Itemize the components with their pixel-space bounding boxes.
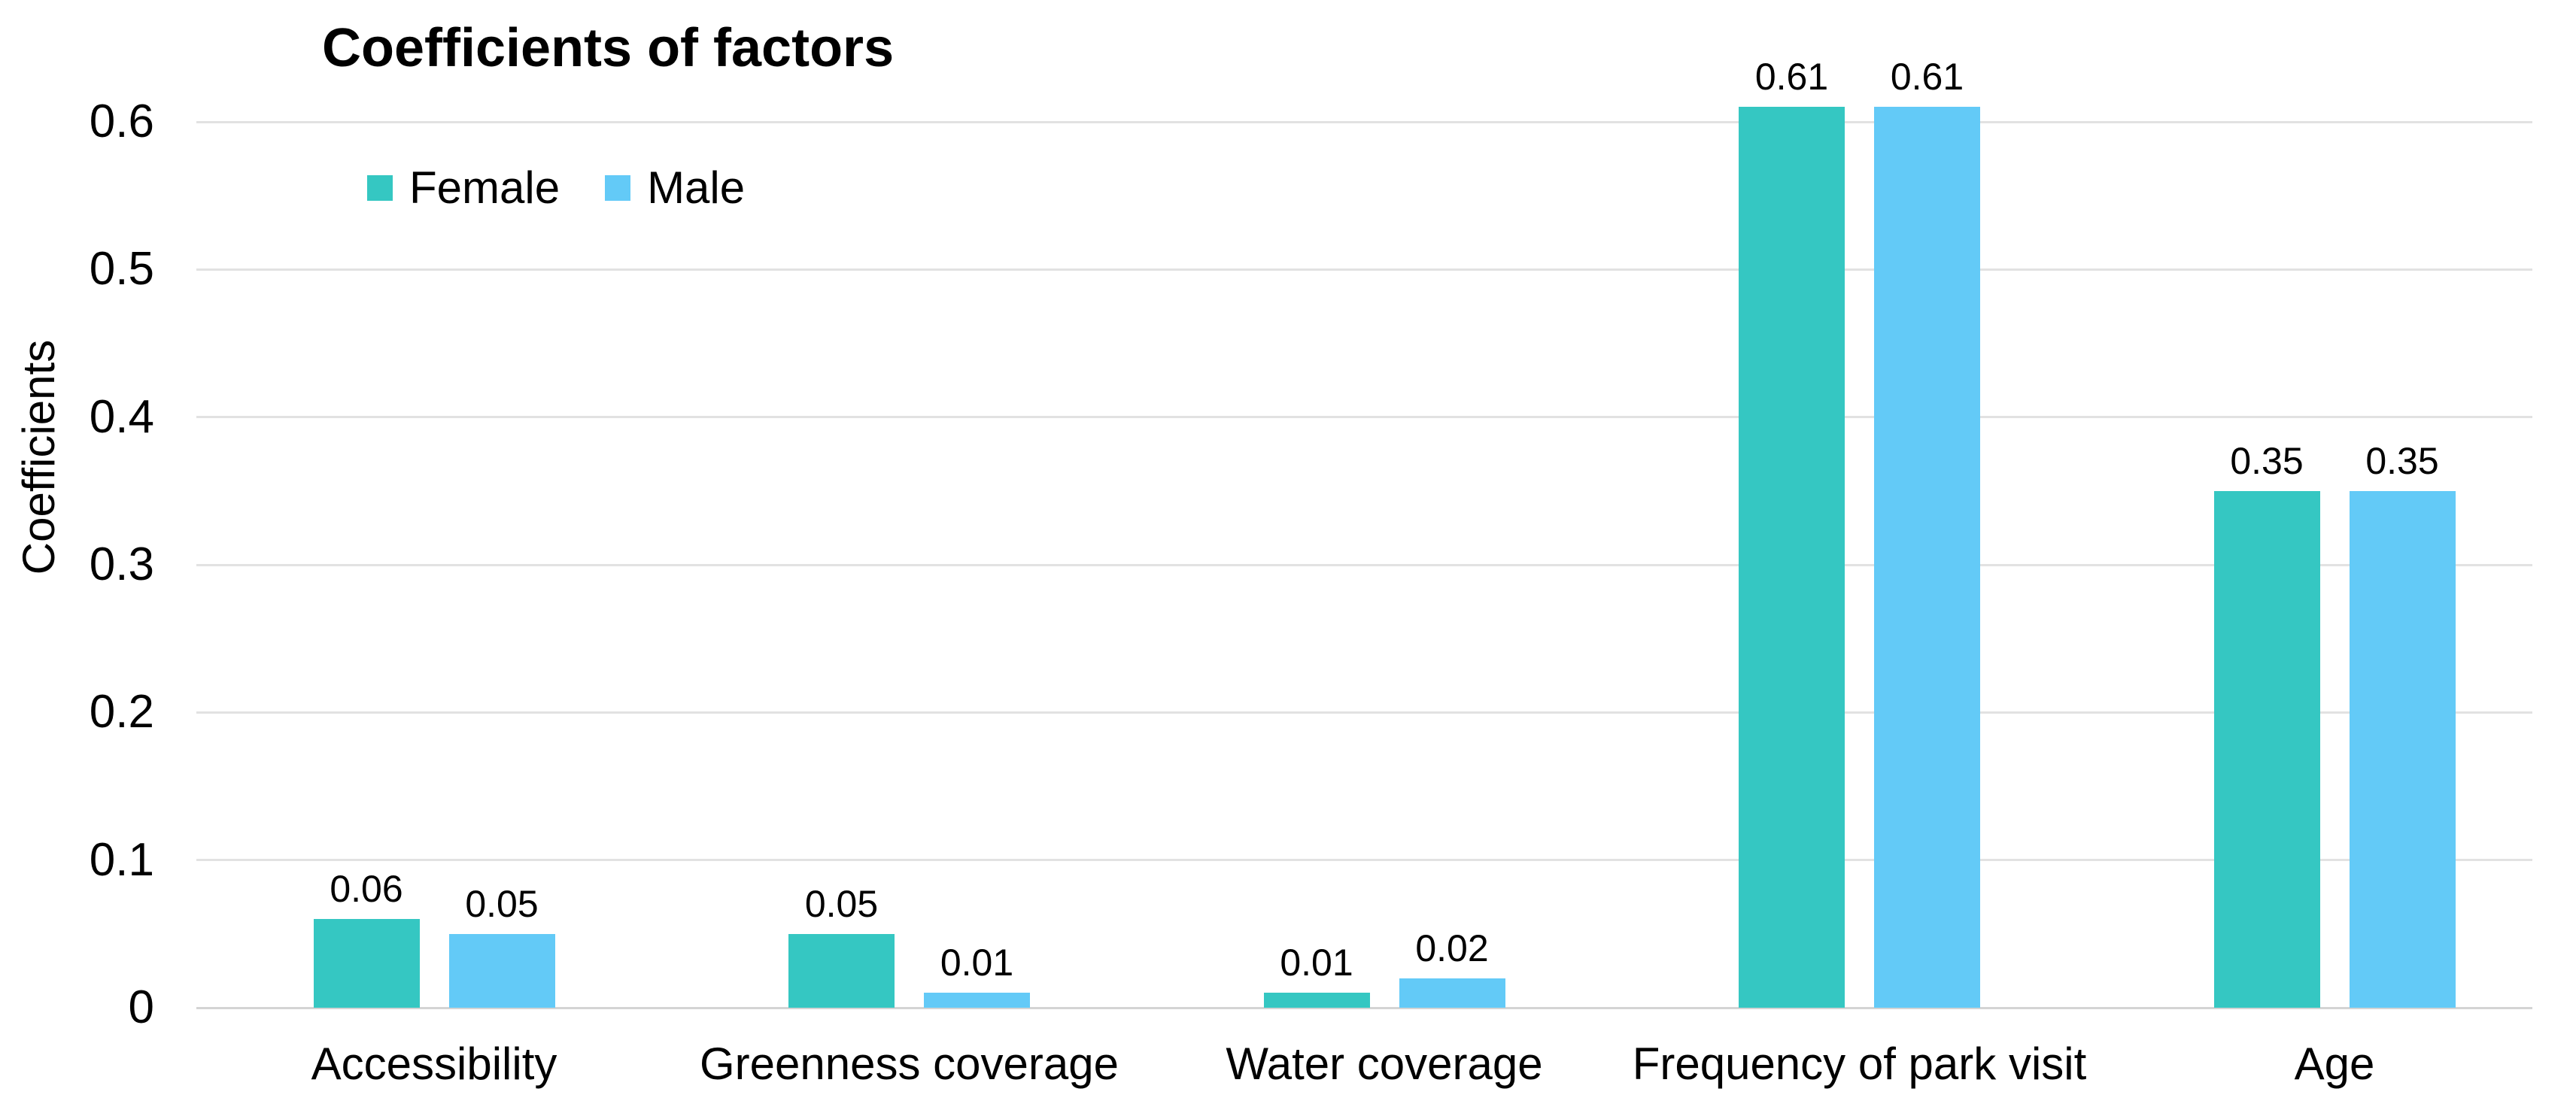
bar-female — [2213, 490, 2320, 1008]
bar-female — [313, 919, 420, 1008]
legend-swatch-male — [605, 175, 631, 201]
bar-male — [1399, 978, 1505, 1008]
bar-male — [1874, 107, 1980, 1008]
bar-value-label: 0.35 — [2365, 439, 2439, 482]
bar-female — [1263, 993, 1370, 1008]
legend-label: Female — [409, 162, 560, 213]
bar-value-label: 0.05 — [465, 882, 539, 925]
y-tick-label: 0.1 — [89, 833, 154, 886]
bar-female — [1739, 107, 1845, 1008]
y-tick-label: 0.6 — [89, 96, 154, 148]
y-tick-label: 0.5 — [89, 243, 154, 296]
y-gridline — [196, 416, 2532, 419]
bar-value-label: 0.61 — [1754, 56, 1829, 99]
bar-value-label: 0.01 — [1280, 942, 1353, 984]
y-tick-label: 0.4 — [89, 390, 154, 443]
x-category-label: Age — [2294, 1039, 2375, 1089]
bar-female — [788, 933, 895, 1008]
bar-male — [924, 993, 1030, 1008]
chart-legend: Female Male — [367, 165, 745, 211]
x-category-label: Water coverage — [1226, 1039, 1543, 1089]
y-tick-label: 0.2 — [89, 686, 154, 738]
x-category-label: Accessibility — [311, 1039, 557, 1089]
y-gridline — [196, 120, 2532, 123]
y-gridline — [196, 268, 2532, 271]
x-axis-line — [196, 1006, 2532, 1009]
bar-value-label: 0.35 — [2230, 439, 2304, 482]
y-gridline — [196, 859, 2532, 862]
bar-male — [2349, 490, 2456, 1008]
bar-value-label: 0.05 — [804, 882, 879, 925]
legend-item-male: Male — [605, 165, 745, 211]
bar-value-label: 0.06 — [330, 868, 403, 911]
legend-item-female: Female — [367, 165, 560, 211]
legend-swatch-female — [367, 175, 393, 201]
x-category-label: Greenness coverage — [700, 1039, 1119, 1089]
bar-value-label: 0.01 — [940, 942, 1014, 984]
y-gridline — [196, 711, 2532, 714]
bar-male — [448, 933, 555, 1008]
y-gridline — [196, 563, 2532, 566]
y-tick-label: 0 — [128, 981, 154, 1033]
bar-value-label: 0.61 — [1890, 56, 1964, 99]
y-tick-label: 0.3 — [89, 538, 154, 590]
legend-label: Male — [647, 162, 746, 213]
x-category-label: Frequency of park visit — [1632, 1039, 2087, 1089]
y-axis-title: Coefficients — [14, 339, 64, 575]
bar-value-label: 0.02 — [1415, 927, 1489, 969]
chart-title: Coefficients of factors — [322, 18, 895, 78]
